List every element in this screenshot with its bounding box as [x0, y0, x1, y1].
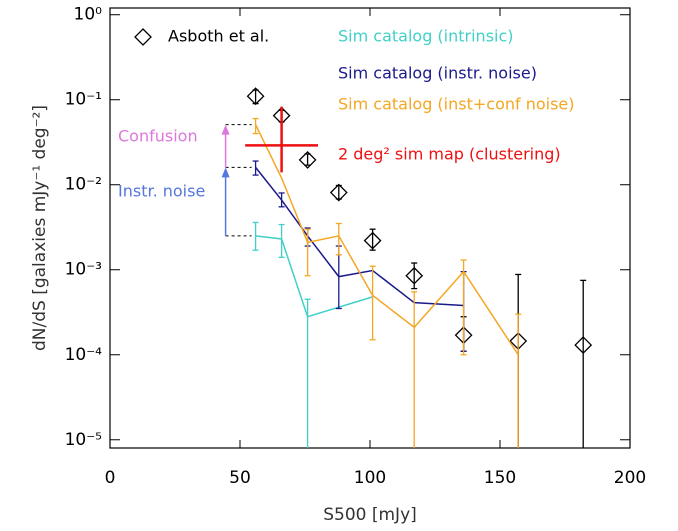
x-tick-label: 50	[229, 468, 251, 488]
annotation: Instr. noise	[118, 182, 205, 201]
y-tick-label: 10⁻⁵	[65, 430, 102, 450]
data-point	[246, 87, 265, 106]
legend-label: Sim catalog (instr. noise)	[338, 64, 537, 83]
annotation: Confusion	[118, 127, 198, 146]
legend-marker	[134, 28, 152, 46]
legend-label: Sim catalog (intrinsic)	[338, 27, 514, 46]
x-tick-label: 100	[354, 468, 386, 488]
data-point	[574, 336, 593, 354]
legend: Asboth et al. Sim catalog (intrinsic) Si…	[134, 27, 575, 164]
y-tick-label: 10⁻⁴	[65, 345, 103, 365]
plot-area	[245, 87, 593, 448]
legend-label: Sim catalog (inst+conf noise)	[338, 95, 575, 114]
arrow-head	[221, 167, 230, 178]
y-axis-label: dN/dS [galaxies mJy⁻¹ deg⁻²]	[30, 105, 50, 351]
legend-label: 2 deg² sim map (clustering)	[338, 145, 561, 164]
arrow-head	[221, 124, 230, 135]
legend-label: Asboth et al.	[168, 27, 269, 46]
data-point	[298, 150, 317, 169]
x-tick-label: 0	[105, 468, 116, 488]
x-tick-label: 150	[484, 468, 516, 488]
series-line	[255, 166, 464, 307]
y-tick-label: 10⁰	[74, 5, 103, 25]
data-point	[405, 266, 424, 285]
series-line	[254, 124, 519, 356]
data-point	[363, 231, 382, 250]
x-axis-label: S500 [mJy]	[323, 505, 417, 525]
y-tick-label: 10⁻²	[65, 175, 102, 195]
data-point	[329, 183, 348, 202]
y-tick-label: 10⁻³	[65, 260, 102, 280]
series-line	[255, 235, 373, 318]
y-tick-label: 10⁻¹	[65, 90, 102, 110]
x-tick-label: 200	[614, 468, 646, 488]
